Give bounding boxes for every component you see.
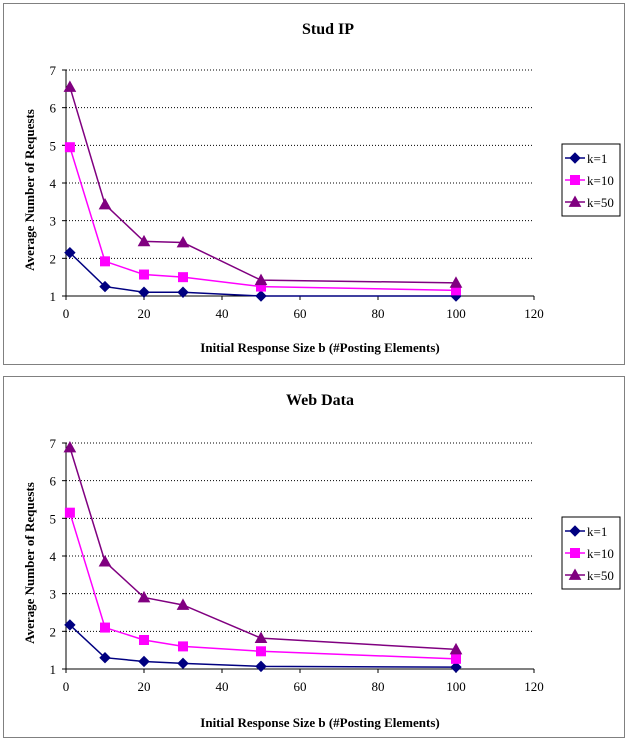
legend-label: k=1 <box>587 524 607 539</box>
y-axis-title: Average Number of Requests <box>22 109 37 271</box>
legend-label: k=10 <box>587 173 614 188</box>
y-tick-label: 3 <box>50 214 57 229</box>
data-point <box>98 197 112 210</box>
chart-title: Web Data <box>286 392 354 409</box>
data-point <box>137 590 151 603</box>
data-point <box>254 273 268 286</box>
y-tick-label: 1 <box>50 289 57 304</box>
x-tick-label: 40 <box>216 679 229 694</box>
data-point <box>256 646 266 657</box>
x-tick-label: 120 <box>524 679 544 694</box>
series-k-10 <box>64 142 461 296</box>
data-point <box>450 661 462 673</box>
data-point <box>99 651 111 664</box>
y-axis-title: Average Number of Requests <box>22 482 37 644</box>
series-line <box>69 512 457 660</box>
legend-label: k=50 <box>587 195 614 210</box>
legend-marker <box>568 195 582 207</box>
chart-panel-stud-ip: Stud IP Initial Response Size b (#Postin… <box>3 3 625 365</box>
series-line <box>69 447 457 651</box>
data-point <box>63 80 77 92</box>
data-point <box>137 234 151 247</box>
data-point <box>254 631 268 644</box>
x-axis-title: Initial Response Size b (#Posting Elemen… <box>200 340 439 355</box>
series-k-10 <box>64 507 461 664</box>
y-tick-label: 7 <box>50 63 57 78</box>
series-line <box>69 146 457 292</box>
series-line <box>69 86 457 284</box>
data-point <box>138 286 150 298</box>
legend: k=1 k=10 k=50 <box>561 143 621 217</box>
series-line <box>69 252 456 297</box>
data-point <box>177 286 189 298</box>
chart-title: Stud IP <box>302 21 354 38</box>
y-tick-label: 6 <box>50 101 57 116</box>
y-tick-label: 4 <box>50 176 57 191</box>
data-point <box>177 657 189 670</box>
data-point <box>100 622 110 633</box>
x-tick-label: 60 <box>294 679 307 694</box>
data-point <box>255 660 267 673</box>
legend-label: k=10 <box>587 546 614 561</box>
y-tick-label: 5 <box>50 138 57 153</box>
data-point <box>139 634 149 645</box>
legend-label: k=1 <box>587 151 607 166</box>
data-point <box>64 246 76 259</box>
y-tick-label: 4 <box>50 549 57 564</box>
series-k-50 <box>63 440 463 655</box>
data-point <box>100 256 110 267</box>
legend-marker <box>569 525 581 537</box>
data-point <box>99 280 111 293</box>
x-tick-label: 0 <box>63 679 70 694</box>
y-tick-label: 3 <box>50 587 57 602</box>
line-chart: Stud IP Initial Response Size b (#Postin… <box>22 21 621 355</box>
y-tick-label: 6 <box>50 474 57 489</box>
data-point <box>255 290 267 302</box>
x-tick-label: 100 <box>446 679 466 694</box>
x-axis-title: Initial Response Size b (#Posting Elemen… <box>200 715 439 730</box>
x-tick-label: 120 <box>524 306 544 321</box>
x-tick-label: 20 <box>138 306 151 321</box>
data-point <box>98 555 112 567</box>
legend: k=1 k=10 k=50 <box>561 516 621 590</box>
data-point <box>64 619 76 631</box>
y-tick-label: 2 <box>50 624 57 639</box>
series-k-1 <box>64 246 462 302</box>
legend-marker <box>569 152 581 164</box>
x-tick-label: 60 <box>294 306 307 321</box>
series-k-50 <box>63 80 463 288</box>
y-tick-label: 7 <box>50 436 57 451</box>
data-point <box>64 507 75 518</box>
data-point <box>178 641 188 652</box>
data-point <box>64 142 75 153</box>
data-point <box>63 440 77 453</box>
data-point <box>176 598 190 610</box>
data-point <box>176 235 190 248</box>
x-tick-label: 100 <box>446 306 466 321</box>
x-tick-label: 0 <box>63 306 70 321</box>
data-point <box>449 642 463 655</box>
x-tick-label: 80 <box>372 679 385 694</box>
legend-marker <box>570 175 580 185</box>
y-tick-label: 1 <box>50 662 57 677</box>
y-tick-label: 2 <box>50 251 57 266</box>
x-tick-label: 20 <box>138 679 151 694</box>
data-point <box>178 272 188 283</box>
data-point <box>451 653 461 664</box>
legend-marker <box>568 568 582 580</box>
data-point <box>138 655 150 668</box>
legend-label: k=50 <box>587 568 614 583</box>
x-tick-label: 40 <box>216 306 229 321</box>
data-point <box>139 269 149 280</box>
y-tick-label: 5 <box>50 511 57 526</box>
x-tick-label: 80 <box>372 306 385 321</box>
data-point <box>449 276 463 288</box>
series-k-1 <box>64 619 462 673</box>
legend-marker <box>570 548 580 558</box>
chart-panel-web-data: Web Data Initial Response Size b (#Posti… <box>3 376 625 738</box>
series-line <box>69 624 457 668</box>
line-chart: Web Data Initial Response Size b (#Posti… <box>22 392 621 730</box>
